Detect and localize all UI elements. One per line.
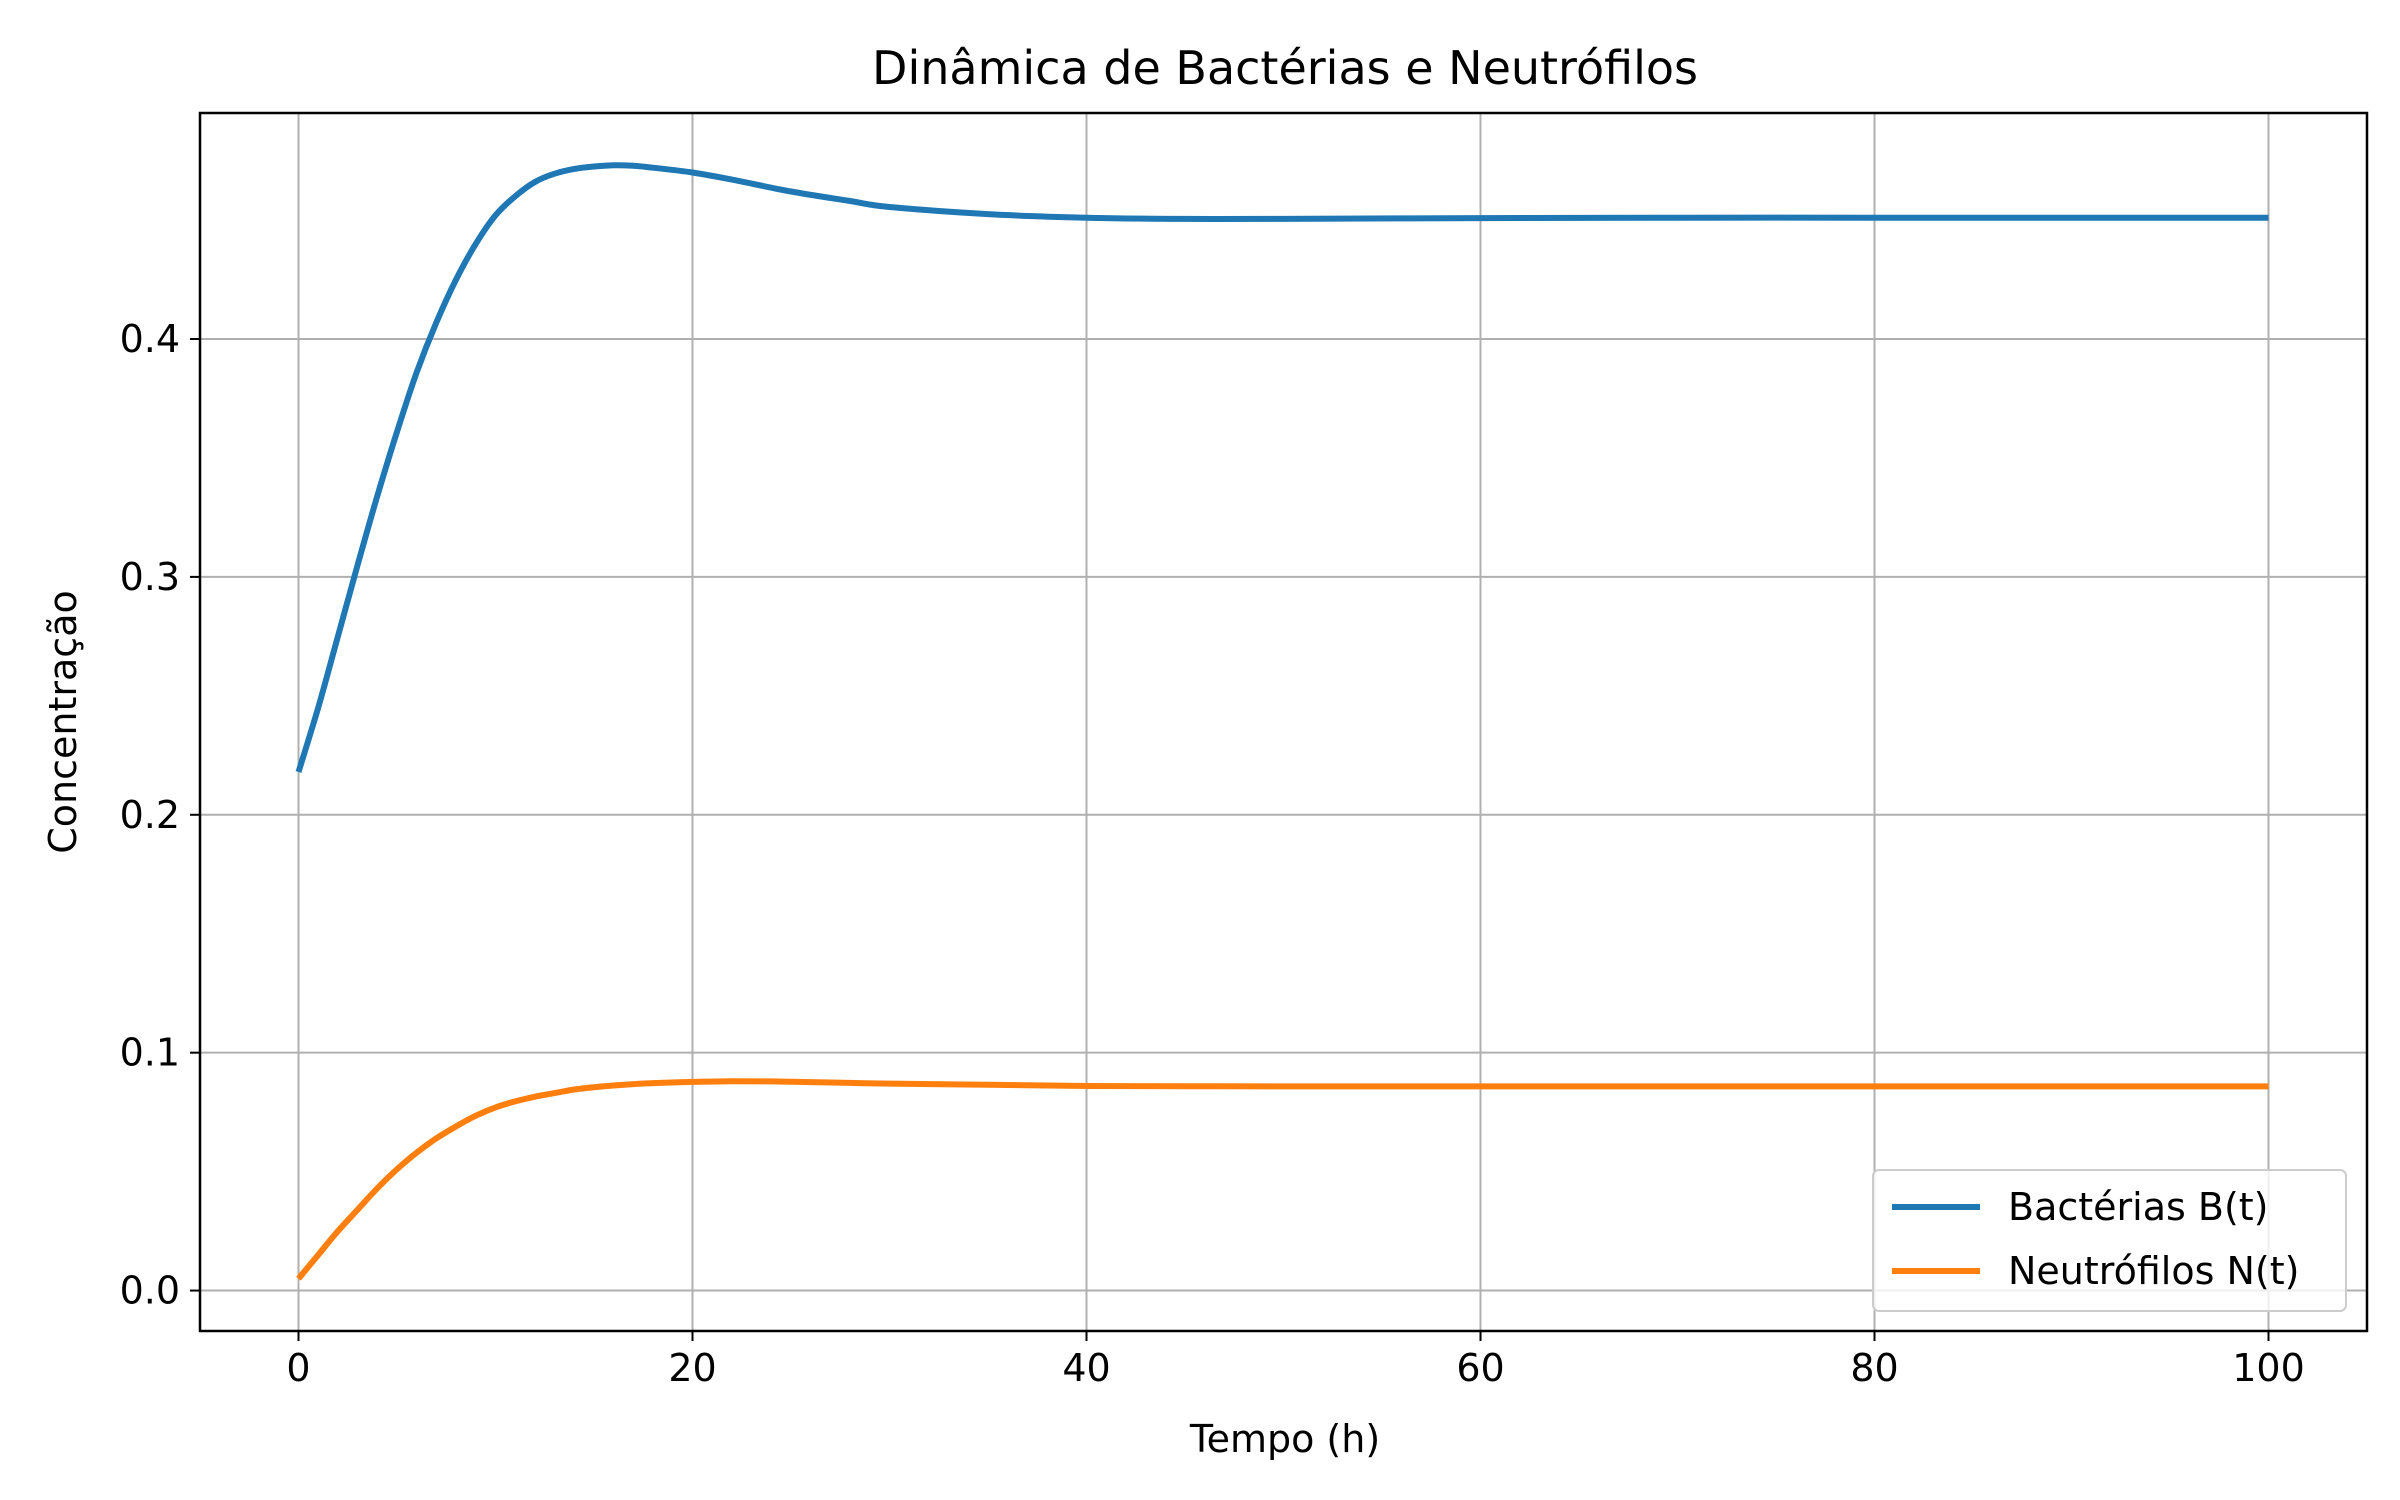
legend: Bactérias B(t) Neutrófilos N(t) [1872, 1169, 2347, 1312]
plot-frame [198, 111, 2369, 1333]
legend-label-bacterias: Bactérias B(t) [2008, 1185, 2269, 1229]
x-axis-label: Tempo (h) [1189, 1417, 1380, 1461]
x-tick-label: 60 [1456, 1346, 1504, 1390]
x-tick-label: 0 [286, 1346, 310, 1390]
axis-ticks: 0 20 40 60 80 100 0.0 0.1 0.2 0.3 0.4 [120, 317, 2305, 1390]
y-axis-label: Concentração [41, 590, 85, 853]
legend-box [1872, 1169, 2347, 1312]
x-tick-label: 40 [1062, 1346, 1110, 1390]
plot-area [200, 113, 2367, 1331]
y-tick-label: 0.3 [120, 555, 180, 599]
legend-label-neutrofilos: Neutrófilos N(t) [2008, 1249, 2299, 1293]
chart-title: Dinâmica de Bactérias e Neutrófilos [872, 41, 1698, 95]
y-tick-label: 0.4 [120, 317, 180, 361]
y-tick-label: 0.1 [120, 1031, 180, 1075]
series-line-bacterias [295, 162, 2269, 773]
x-tick-label: 20 [668, 1346, 716, 1390]
x-tick-label: 80 [1850, 1346, 1898, 1390]
series-line-neutrofilos [296, 1078, 2269, 1281]
y-tick-label: 0.0 [120, 1269, 180, 1313]
x-tick-label: 100 [2232, 1346, 2305, 1390]
y-tick-label: 0.2 [120, 793, 180, 837]
